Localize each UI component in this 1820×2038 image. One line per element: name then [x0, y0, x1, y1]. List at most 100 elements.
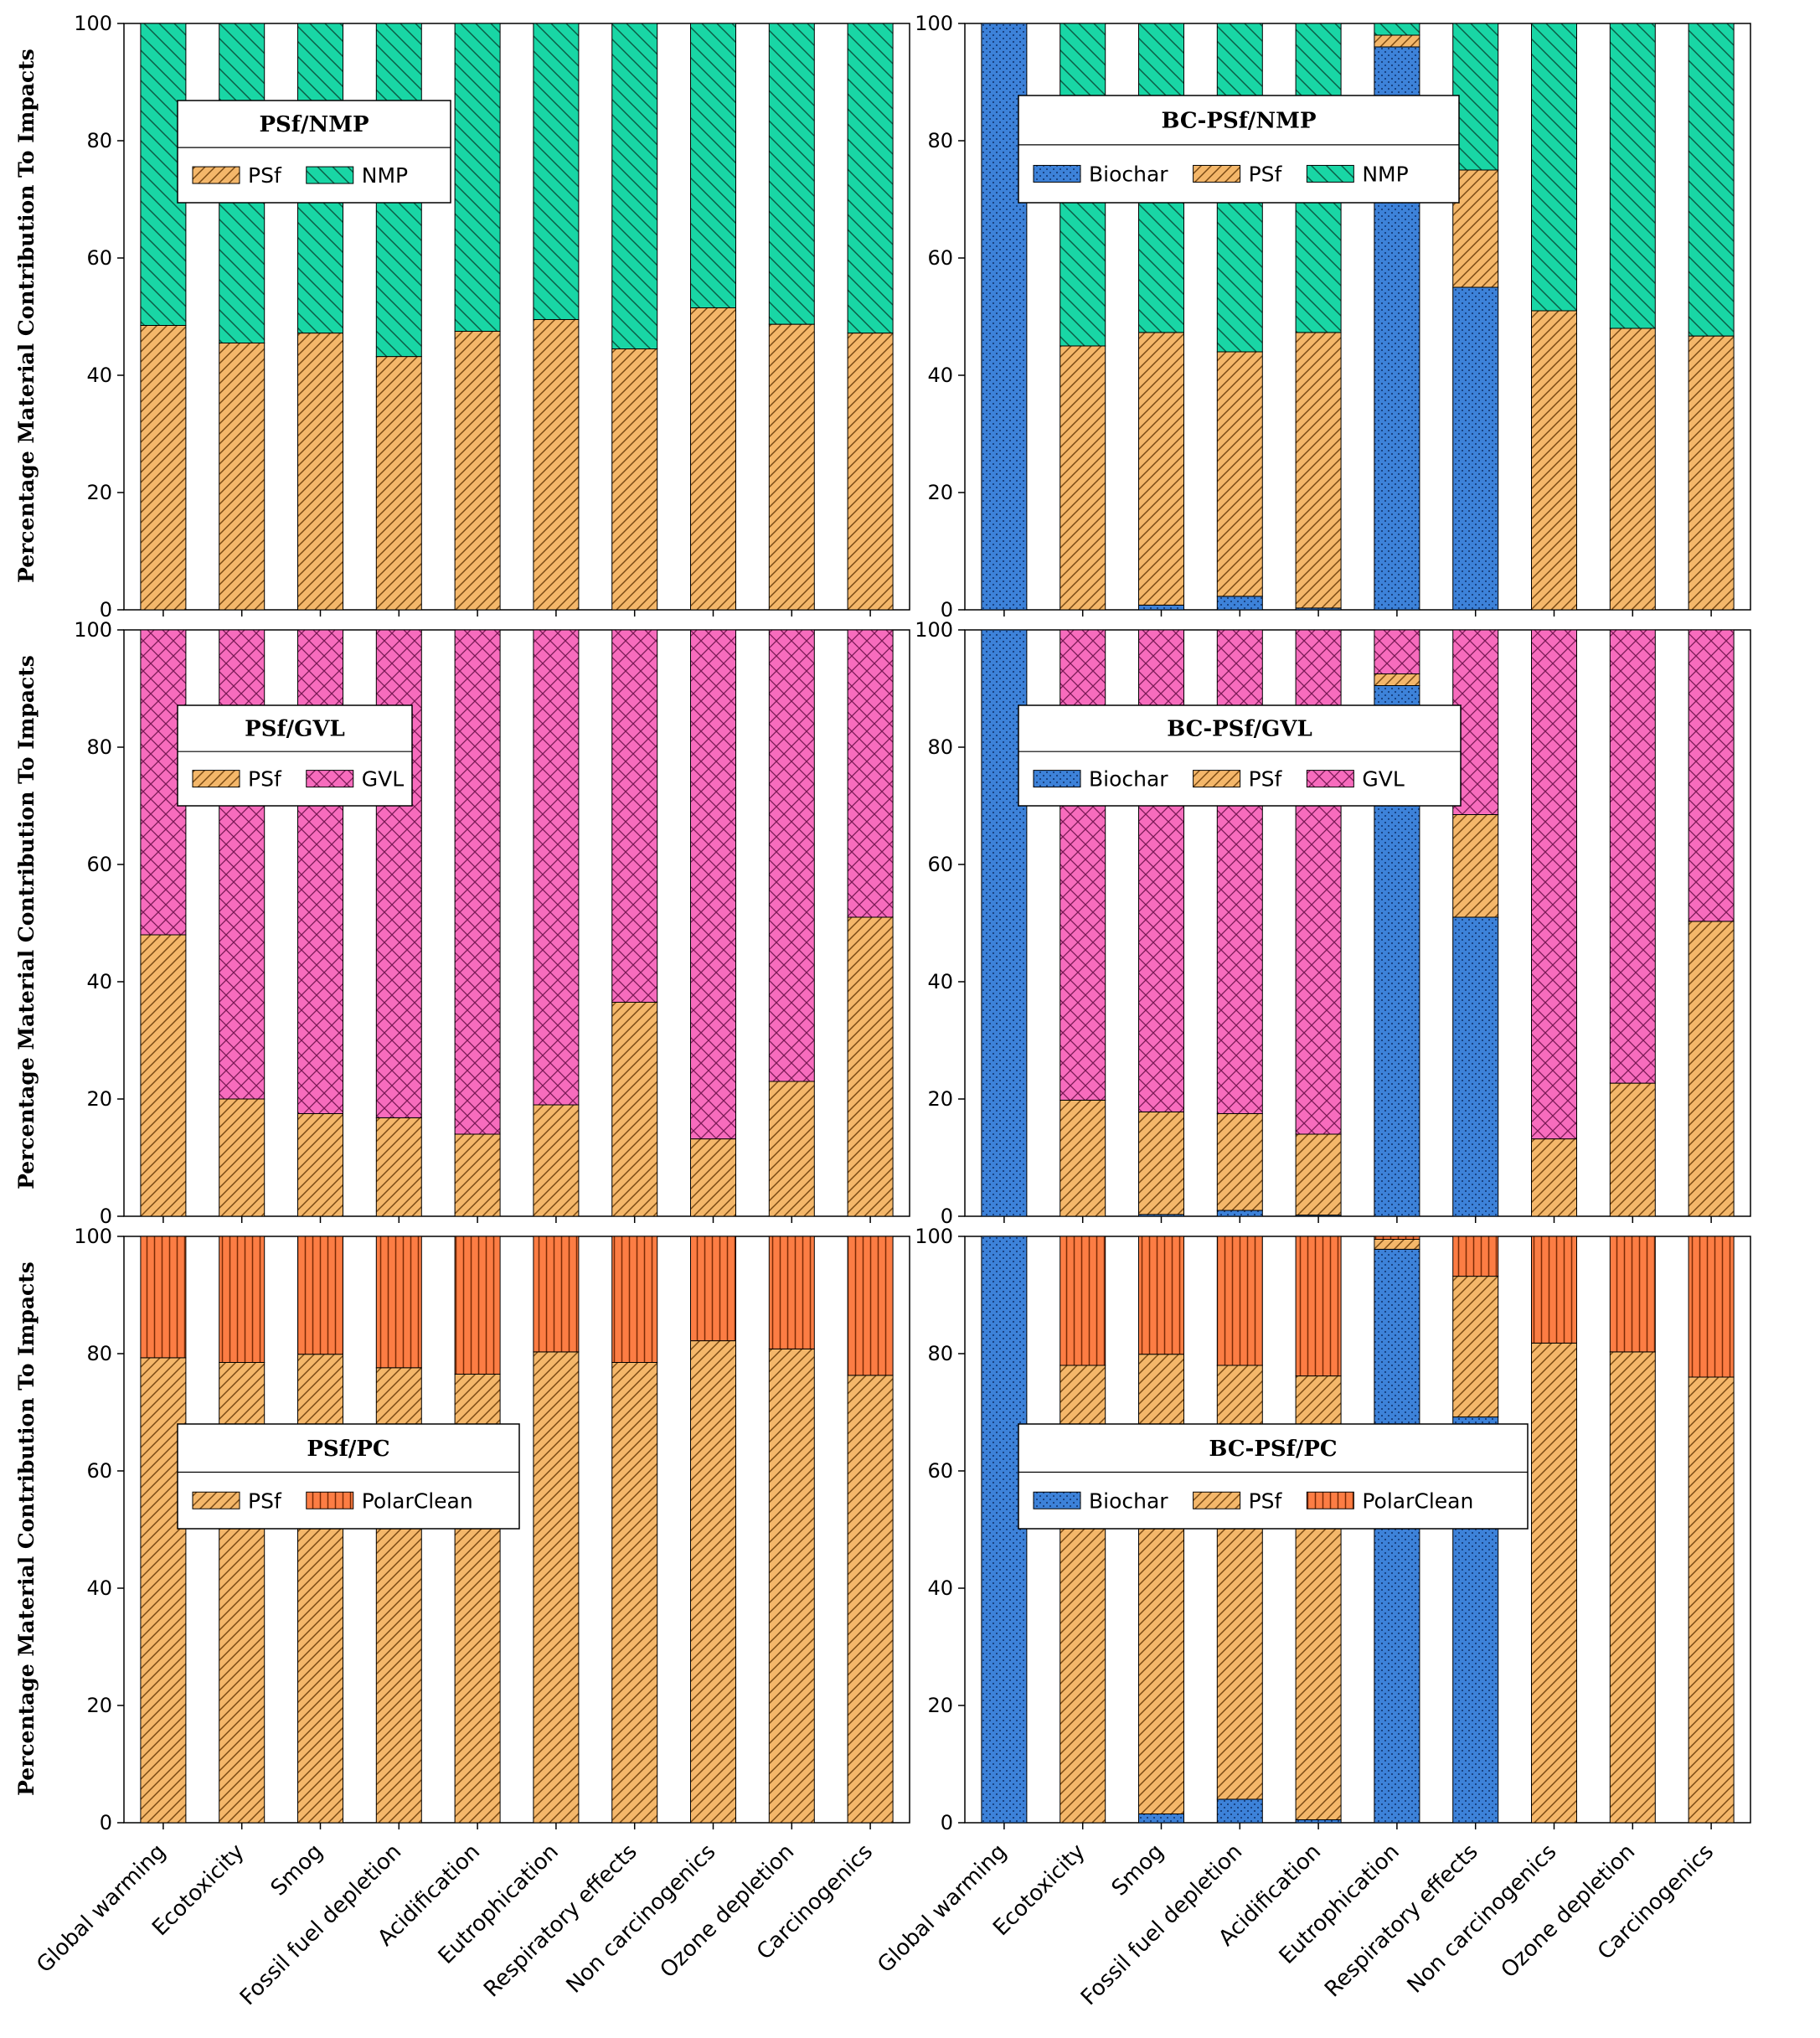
y-tick-label: 100 [915, 618, 953, 642]
legend-label-psf: PSf [248, 163, 282, 188]
y-tick-label: 40 [86, 1576, 112, 1600]
y-tick-label: 0 [941, 598, 953, 622]
bar-psf-carcinogenics [847, 1375, 894, 1824]
bar-psf-smog [1138, 1111, 1184, 1215]
panel-bc-psf-nmp: 0 20 40 60 80 100 BC-PSf/NMP Biochar PSf NMP [915, 12, 1751, 622]
bar-biochar-fossil-fuel-depletion [1216, 1210, 1263, 1217]
x-category-label: Respiratory effects [479, 1839, 642, 2003]
y-tick-label: 0 [941, 1811, 953, 1834]
bar-polarclean-acidification [454, 1236, 501, 1375]
bar-polarclean-ecotoxicity [1060, 1236, 1106, 1366]
bar-psf-smog [297, 1113, 343, 1217]
y-tick-label: 60 [927, 246, 953, 270]
bar-polarclean-carcinogenics [847, 1236, 894, 1376]
legend-box [177, 704, 413, 807]
legend-label-gvl: GVL [1362, 767, 1404, 792]
legend-label-psf: PSf [1249, 1489, 1283, 1513]
y-tick-label: 60 [927, 1459, 953, 1483]
y-tick-label: 100 [915, 1225, 953, 1248]
y-tick-label: 20 [927, 1694, 953, 1717]
legend-swatch-psf [1193, 1491, 1241, 1509]
bar-psf-eutrophication [1374, 1239, 1420, 1250]
bar-psf-respiratory-effects [1452, 814, 1499, 918]
bar-gvl-non-carcinogenics [690, 629, 736, 1140]
x-category-label: Global warming [873, 1839, 1012, 1979]
y-tick-label: 20 [927, 1087, 953, 1111]
legend-swatch-polarclean [306, 1491, 354, 1509]
legend-swatch-psf [192, 166, 240, 184]
panel-psf-nmp: 0 20 40 60 80 100 PSf/NMP PSf NMP [74, 12, 910, 622]
bar-polarclean-non-carcinogenics [1531, 1236, 1577, 1344]
bar-gvl-non-carcinogenics [1531, 629, 1577, 1140]
legend-swatch-biochar [1033, 770, 1081, 788]
legend-label-biochar: Biochar [1089, 162, 1168, 186]
legend-box [177, 1423, 520, 1530]
legend-swatch-nmp [1306, 164, 1354, 183]
x-category-label: Smog [266, 1839, 328, 1901]
y-tick-label: 60 [927, 853, 953, 876]
bar-psf-respiratory-effects [611, 348, 658, 611]
bar-gvl-eutrophication [1374, 629, 1420, 674]
bar-nmp-non-carcinogenics [1531, 23, 1577, 312]
y-tick-label: 20 [86, 1087, 112, 1111]
legend-label-psf: PSf [1249, 162, 1283, 186]
bar-psf-acidification [1295, 332, 1342, 609]
bar-gvl-eutrophication [533, 629, 580, 1106]
bar-polarclean-smog [1138, 1236, 1184, 1355]
bar-gvl-acidification [454, 629, 501, 1135]
legend-swatch-psf [1193, 164, 1241, 183]
y-tick-label: 80 [927, 129, 953, 152]
panel-psf-gvl: 0 20 40 60 80 100 PSf/GVL PSf GVL [74, 618, 910, 1228]
bar-psf-fossil-fuel-depletion [375, 356, 422, 611]
bar-nmp-ozone-depletion [768, 23, 815, 325]
legend-swatch-psf [192, 770, 240, 788]
bar-nmp-carcinogenics [847, 23, 894, 334]
bar-psf-non-carcinogenics [1531, 310, 1577, 611]
legend-label-polarclean: PolarClean [1362, 1489, 1473, 1513]
bar-psf-carcinogenics [1688, 921, 1735, 1217]
legend-swatch-biochar [1033, 1491, 1081, 1509]
bar-gvl-smog [297, 629, 343, 1114]
bar-psf-acidification [454, 331, 501, 611]
bar-nmp-carcinogenics [1688, 23, 1735, 337]
bar-psf-eutrophication [533, 1104, 580, 1217]
bar-gvl-ecotoxicity [219, 629, 266, 1100]
bar-polarclean-carcinogenics [1688, 1236, 1735, 1378]
x-category-label: Global warming [32, 1839, 171, 1979]
bar-biochar-fossil-fuel-depletion [1216, 596, 1263, 611]
bar-psf-smog [1138, 1354, 1184, 1814]
y-tick-label: 0 [941, 1205, 953, 1228]
bar-psf-ozone-depletion [1609, 1082, 1656, 1217]
y-tick-label: 20 [927, 481, 953, 504]
y-tick-label: 40 [927, 970, 953, 993]
bar-psf-non-carcinogenics [1531, 1342, 1577, 1824]
y-tick-label: 100 [915, 12, 953, 35]
bar-psf-ecotoxicity [219, 343, 266, 611]
y-tick-label: 100 [74, 12, 112, 35]
bar-polarclean-acidification [1295, 1236, 1342, 1377]
bar-psf-ecotoxicity [1060, 345, 1106, 611]
bar-psf-respiratory-effects [1452, 1276, 1499, 1418]
bar-psf-ecotoxicity [1060, 1099, 1106, 1217]
bar-psf-non-carcinogenics [690, 1340, 736, 1824]
bar-psf-fossil-fuel-depletion [1216, 351, 1263, 597]
bar-gvl-ozone-depletion [1609, 629, 1656, 1084]
bar-gvl-smog [1138, 629, 1184, 1112]
legend-label-biochar: Biochar [1089, 767, 1168, 792]
x-category-label: Ozone depletion [656, 1839, 800, 1984]
legend-box [177, 100, 451, 204]
bar-polarclean-eutrophication [533, 1236, 580, 1353]
bar-polarclean-respiratory-effects [611, 1236, 658, 1363]
bar-polarclean-ozone-depletion [1609, 1236, 1656, 1353]
bar-polarclean-smog [297, 1236, 343, 1355]
legend-label-psf: PSf [248, 767, 282, 792]
bar-psf-fossil-fuel-depletion [375, 1117, 422, 1217]
legend-label-nmp: NMP [362, 163, 408, 188]
legend-label-psf: PSf [248, 1489, 282, 1513]
y-tick-label: 0 [100, 1811, 112, 1834]
bar-polarclean-ozone-depletion [768, 1236, 815, 1349]
bar-psf-non-carcinogenics [1531, 1138, 1577, 1217]
x-category-label: Ozone depletion [1497, 1839, 1641, 1984]
